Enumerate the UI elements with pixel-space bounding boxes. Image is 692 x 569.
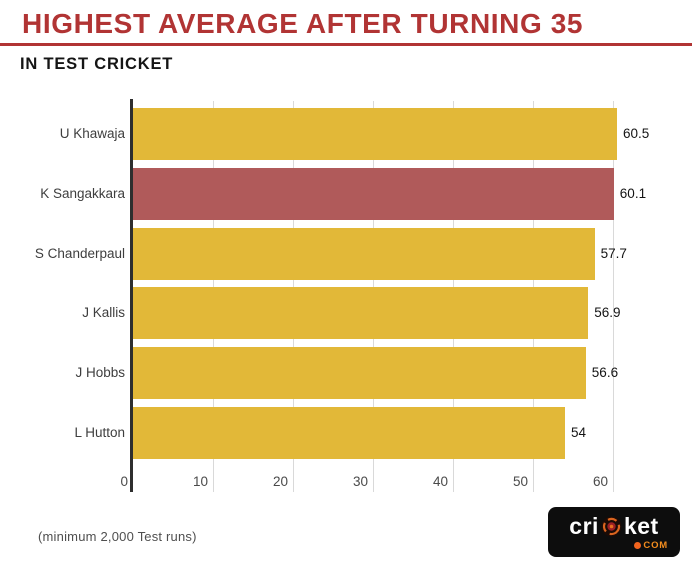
bar-j-kallis xyxy=(133,287,589,340)
category-label: J Hobbs xyxy=(75,365,125,381)
x-tick-label: 50 xyxy=(512,474,528,489)
cricket-ball-icon xyxy=(601,516,622,537)
x-tick-label: 40 xyxy=(432,474,448,489)
value-label: 60.1 xyxy=(619,185,647,201)
title-divider xyxy=(0,43,692,46)
category-label: J Kallis xyxy=(82,305,125,321)
x-gridline xyxy=(612,101,614,492)
value-label: 57.7 xyxy=(600,245,627,261)
cricket-com-logo[interactable]: cri ket COM xyxy=(548,507,680,557)
x-tick-label: 0 xyxy=(120,474,128,489)
logo-wordmark: cri ket xyxy=(548,513,680,539)
value-label: 54 xyxy=(571,425,587,440)
x-tick-label: 30 xyxy=(352,474,368,489)
y-axis-line xyxy=(130,99,133,492)
bar-k-sangakkara xyxy=(133,167,614,220)
logo-text-pre: cri xyxy=(569,513,599,539)
category-label: L Hutton xyxy=(74,425,125,440)
value-label: 60.5 xyxy=(623,126,650,141)
x-tick-label: 20 xyxy=(272,474,288,489)
logo-tld: COM xyxy=(634,540,668,551)
page-title: HIGHEST AVERAGE AFTER TURNING 35 xyxy=(22,8,584,39)
value-label: 56.6 xyxy=(591,365,619,381)
bar-j-hobbs xyxy=(133,347,586,400)
logo-dot-icon xyxy=(634,542,642,549)
x-tick-label: 10 xyxy=(192,474,208,489)
category-label: K Sangakkara xyxy=(40,185,125,201)
value-label: 56.9 xyxy=(594,305,621,321)
bar-s-chanderpaul xyxy=(133,227,595,280)
page-subtitle: IN TEST CRICKET xyxy=(20,55,174,73)
logo-tld-text: COM xyxy=(643,540,668,551)
chart-footnote: (minimum 2,000 Test runs) xyxy=(38,529,197,544)
bar-l-hutton xyxy=(133,407,565,459)
logo-text-post: ket xyxy=(623,513,659,539)
bar-u-khawaja xyxy=(133,108,617,160)
category-label: U Khawaja xyxy=(59,126,125,141)
x-tick-label: 60 xyxy=(592,474,608,489)
category-label: S Chanderpaul xyxy=(34,245,125,261)
